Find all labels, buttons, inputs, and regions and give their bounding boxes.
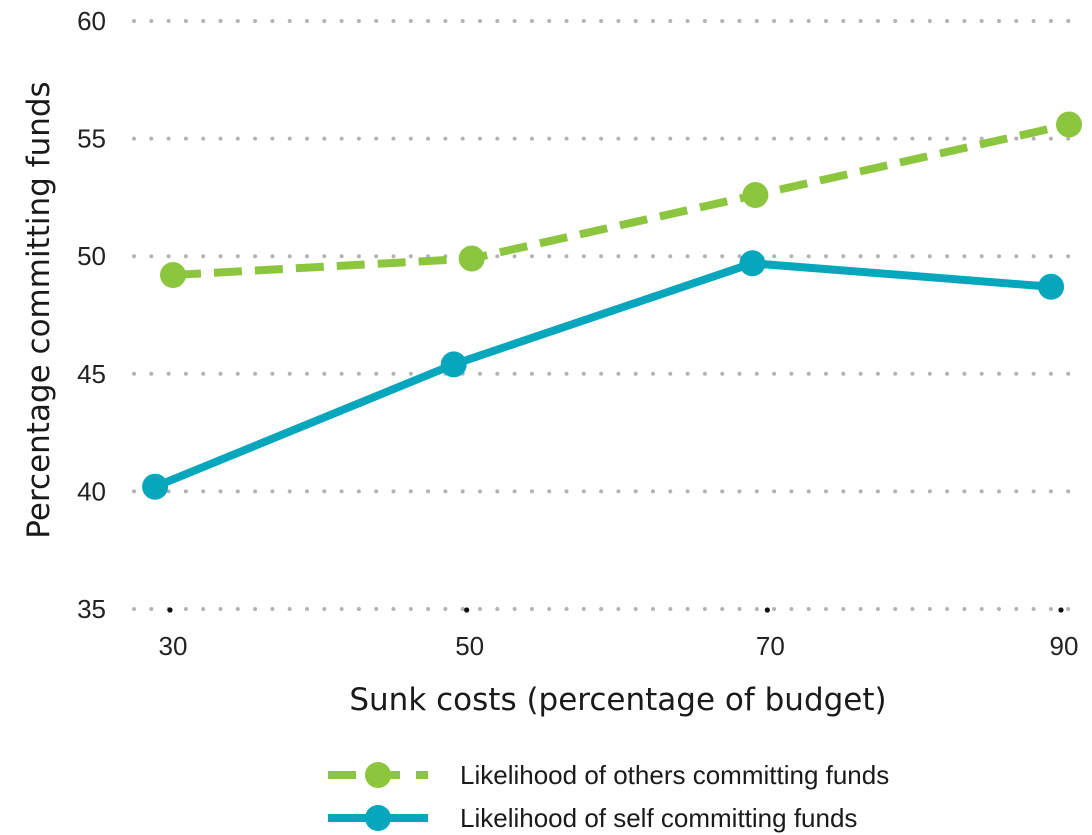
- y-tick-label: 55: [77, 124, 106, 154]
- y-axis-ticks: 35 40 45 50 55 60: [77, 6, 106, 624]
- y-axis-title: Percentage committing funds: [21, 81, 57, 538]
- legend-swatch-marker: [365, 762, 391, 788]
- x-axis-title: Sunk costs (percentage of budget): [349, 682, 886, 718]
- data-point: [1038, 273, 1065, 300]
- grid: [132, 19, 1080, 611]
- data-point: [1056, 111, 1082, 138]
- data-point: [458, 245, 485, 272]
- x-tick-mark: [167, 607, 173, 613]
- y-tick-label: 45: [77, 359, 106, 389]
- y-tick-label: 40: [77, 476, 106, 506]
- legend-label: Likelihood of self committing funds: [460, 803, 857, 833]
- x-tick-label: 70: [756, 631, 785, 661]
- series-lines: [142, 111, 1082, 500]
- x-tick-label: 90: [1050, 631, 1079, 661]
- legend-swatch-marker: [365, 805, 391, 831]
- y-tick-label: 50: [77, 241, 106, 271]
- x-tick-label: 50: [455, 631, 484, 661]
- x-tick-mark: [1058, 607, 1064, 613]
- y-tick-label: 60: [77, 6, 106, 36]
- x-axis-ticks: 30 50 70 90: [159, 607, 1079, 661]
- data-point: [142, 473, 169, 500]
- x-tick-mark: [764, 607, 770, 613]
- legend-label: Likelihood of others committing funds: [460, 760, 889, 790]
- data-point: [440, 351, 467, 378]
- data-point: [739, 250, 766, 277]
- series-line: [153, 259, 1052, 491]
- x-tick-mark: [464, 607, 470, 613]
- legend: Likelihood of others committing funds Lik…: [328, 760, 889, 833]
- y-tick-label: 35: [77, 594, 106, 624]
- data-point: [160, 262, 186, 289]
- data-point: [742, 182, 769, 209]
- series-line: [172, 120, 1070, 279]
- x-tick-label: 30: [159, 631, 188, 661]
